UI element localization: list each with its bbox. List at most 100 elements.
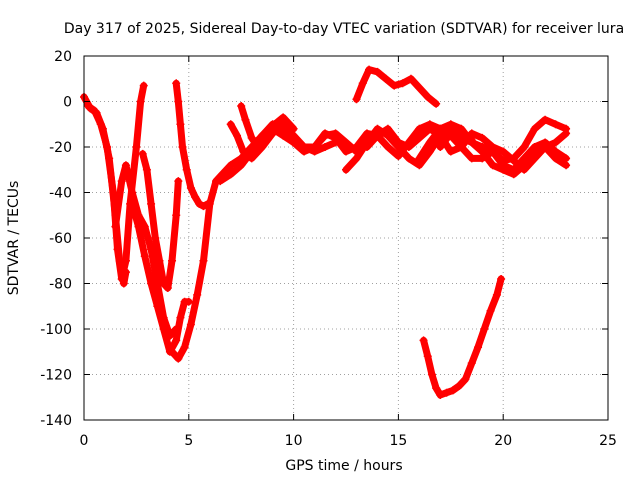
data-point (134, 222, 143, 231)
series-line (172, 79, 212, 210)
data-point (362, 143, 371, 151)
y-tick-label: -60 (49, 231, 72, 247)
data-point (480, 325, 489, 333)
series-4 (138, 149, 183, 293)
data-point (497, 274, 506, 283)
data-point (436, 390, 445, 399)
data-point (226, 120, 235, 129)
data-point (176, 120, 185, 129)
data-point (103, 143, 112, 151)
data-point (90, 106, 99, 115)
data-point (541, 115, 550, 124)
data-point (174, 97, 183, 106)
data-point (486, 306, 495, 315)
data-point (168, 256, 177, 265)
data-point (216, 177, 225, 186)
series-line (139, 150, 182, 292)
data-point (474, 343, 483, 352)
data-point (195, 199, 204, 208)
data-point (432, 384, 441, 393)
x-tick-label: 0 (80, 433, 89, 449)
data-point (383, 143, 392, 151)
data-point (241, 115, 250, 124)
data-point (432, 99, 441, 108)
series-line (84, 82, 148, 283)
x-axis-label: GPS time / hours (285, 458, 402, 474)
data-point (365, 65, 374, 74)
data-point (404, 154, 413, 163)
data-point (310, 143, 319, 151)
data-point (289, 124, 298, 133)
data-point (415, 133, 424, 142)
data-point (478, 133, 487, 142)
data-point (147, 279, 156, 288)
x-tick-label: 25 (599, 433, 617, 449)
data-point (321, 131, 330, 140)
data-point (551, 154, 560, 163)
data-point (199, 256, 208, 265)
data-point (258, 131, 267, 140)
data-point (140, 252, 149, 261)
data-point (551, 120, 560, 129)
data-point (147, 199, 156, 208)
y-tick-label: 0 (63, 95, 72, 111)
data-point (136, 97, 145, 106)
data-point (111, 222, 120, 231)
data-point (478, 147, 487, 156)
data-point (226, 161, 235, 170)
y-tick-label: -40 (49, 186, 72, 202)
data-point (394, 152, 403, 161)
x-tick-label: 20 (494, 433, 512, 449)
data-point (425, 138, 434, 147)
data-point (109, 188, 118, 197)
data-point (270, 120, 279, 129)
data-point (509, 170, 518, 179)
data-point (121, 256, 130, 265)
data-point (448, 386, 457, 395)
data-point (446, 129, 455, 138)
data-point (358, 79, 367, 88)
data-point (499, 156, 508, 165)
data-point (455, 381, 464, 390)
data-point (352, 95, 361, 104)
data-point (180, 343, 189, 352)
data-point (96, 120, 105, 129)
data-point (178, 143, 187, 151)
data-point (415, 161, 424, 170)
data-point (427, 370, 436, 379)
data-point (509, 154, 518, 163)
data-point (191, 193, 200, 202)
data-point (237, 161, 246, 170)
data-point (205, 199, 214, 208)
series-5 (128, 199, 193, 356)
data-point (117, 274, 126, 283)
data-point (415, 83, 424, 92)
data-point (342, 138, 350, 147)
data-point (300, 143, 309, 151)
data-point (128, 199, 137, 208)
data-point (247, 133, 256, 142)
data-point (151, 234, 160, 242)
data-point (461, 375, 470, 384)
data-point (155, 256, 164, 265)
y-tick-label: -100 (40, 322, 72, 338)
data-point (373, 67, 382, 76)
data-point (551, 138, 560, 147)
series-16 (419, 274, 506, 399)
data-point (153, 302, 162, 311)
data-point (159, 325, 168, 333)
data-point (467, 138, 476, 147)
data-point (139, 81, 148, 90)
data-point (373, 131, 382, 140)
data-point (415, 154, 424, 163)
data-point (172, 79, 181, 88)
data-point (168, 347, 177, 356)
data-point (174, 177, 183, 186)
x-tick-label: 15 (389, 433, 407, 449)
data-point (457, 133, 466, 142)
data-point (436, 124, 445, 133)
data-point (467, 154, 476, 163)
series-14 (436, 129, 571, 179)
